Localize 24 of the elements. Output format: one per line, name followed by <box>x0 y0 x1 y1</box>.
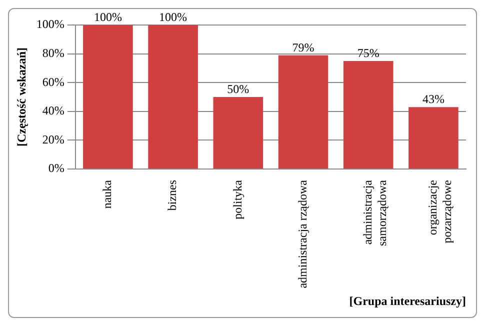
bar <box>83 25 133 168</box>
x-tick-label: administracja rządowa <box>295 179 310 288</box>
y-tick-label: 60% <box>42 74 64 89</box>
bar <box>343 61 394 168</box>
bar <box>213 97 264 168</box>
data-label: 43% <box>422 92 444 106</box>
x-tick-label: nauka <box>100 179 114 209</box>
data-label: 50% <box>227 82 250 96</box>
y-tick-label: 0% <box>48 161 64 176</box>
y-tick-label: 80% <box>42 46 64 60</box>
bar <box>148 25 198 168</box>
y-tick-label: 20% <box>42 132 64 146</box>
bar <box>408 107 458 168</box>
x-tick-label: polityka <box>230 179 244 220</box>
data-label: 100% <box>159 10 188 24</box>
y-tick-label: 40% <box>42 104 64 118</box>
y-axis-title: [Częstość wskazań] <box>14 48 28 146</box>
x-axis-title: [Grupa interesariuszy] <box>349 294 466 308</box>
data-label: 100% <box>94 10 122 24</box>
data-label: 79% <box>292 40 314 54</box>
x-tick-label: biznes <box>165 180 180 211</box>
bar <box>278 55 328 168</box>
data-label: 75% <box>357 46 380 60</box>
y-tick-label: 100% <box>36 17 64 32</box>
